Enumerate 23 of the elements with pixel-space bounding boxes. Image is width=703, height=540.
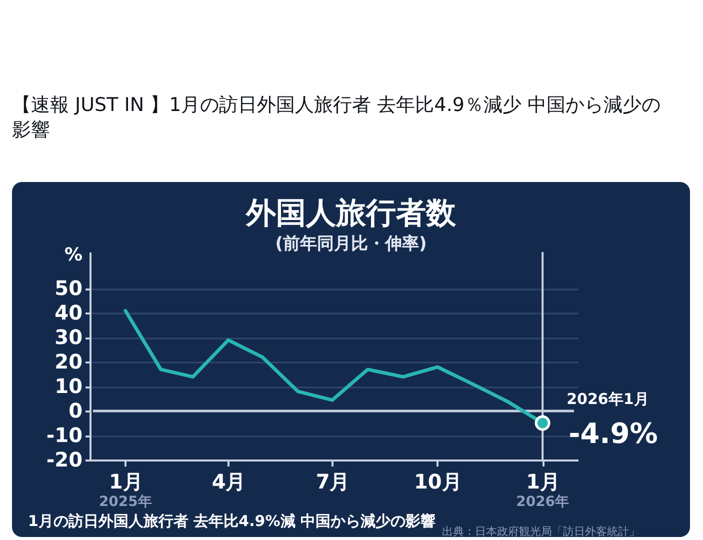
y-tick-label: -20 (46, 448, 82, 472)
text: 2026年 (516, 494, 570, 510)
y-tick-label: 0 (68, 398, 82, 423)
y-tick-label: -10 (46, 423, 82, 448)
x-tick-label: 7月 (316, 470, 350, 494)
x-tick-label: 1月 (526, 470, 560, 494)
data-label: -4.9% (568, 417, 658, 450)
y-tick-label: 20 (54, 350, 82, 374)
annotation: 2026年1月 (566, 390, 649, 408)
y-tick-label: 40 (54, 300, 82, 325)
y-tick-label: 50 (54, 276, 82, 300)
text: 【速報 JUST IN 】1月の訪日外国人旅行者 去年比4.9％減少 中国から減少の影響 (12, 94, 660, 141)
y-tick-label: 30 (54, 325, 82, 350)
source-note: 出典：日本政府観光局「訪日外客統計」 (442, 525, 640, 538)
text: 1月の訪日外国人旅行者 去年比4.9%減 中国から減少の影響 (28, 512, 436, 530)
text: 2025年 (98, 494, 152, 510)
y-tick-label: 10 (54, 374, 82, 398)
chart-subtitle: (前年同月比・伸率) (275, 234, 427, 254)
x-tick-label: 4月 (212, 470, 246, 494)
x-tick-label: 1月 (108, 470, 143, 494)
y-axis-title: % (64, 244, 83, 266)
chart-title: 外国人旅行者数 (245, 196, 457, 231)
x-tick-label: 10月 (414, 470, 462, 494)
